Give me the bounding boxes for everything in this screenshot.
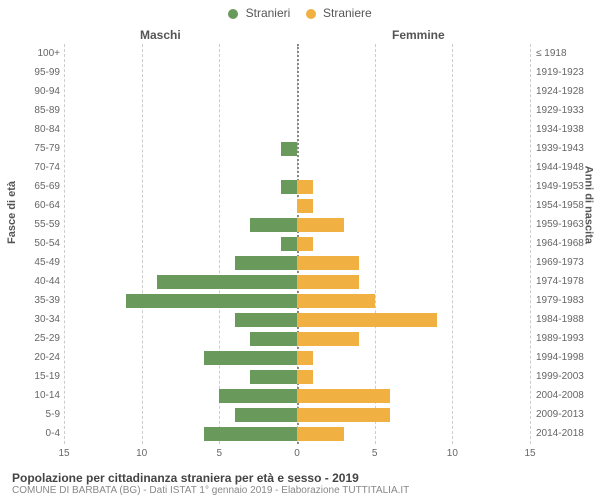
- bar-female: [297, 370, 313, 384]
- legend-label-male: Stranieri: [246, 6, 291, 20]
- grid-line: [375, 44, 376, 444]
- y-label-age: 75-79: [18, 142, 60, 156]
- y-label-age: 60-64: [18, 199, 60, 213]
- y-label-age: 30-34: [18, 313, 60, 327]
- y-label-year: 1964-1968: [536, 237, 596, 251]
- bar-male: [250, 218, 297, 232]
- bar-male: [250, 370, 297, 384]
- y-label-age: 95-99: [18, 66, 60, 80]
- bar-male: [281, 237, 297, 251]
- bar-male: [281, 180, 297, 194]
- bar-male: [204, 351, 297, 365]
- legend-swatch-female: [306, 9, 316, 19]
- grid-line: [452, 44, 453, 444]
- y-label-year: ≤ 1918: [536, 47, 596, 61]
- y-label-year: 1994-1998: [536, 351, 596, 365]
- y-label-age: 20-24: [18, 351, 60, 365]
- grid-line: [64, 44, 65, 444]
- grid-line: [530, 44, 531, 444]
- bar-female: [297, 199, 313, 213]
- y-label-age: 25-29: [18, 332, 60, 346]
- chart-footer: Popolazione per cittadinanza straniera p…: [12, 471, 588, 496]
- bar-male: [281, 142, 297, 156]
- footer-subtitle: COMUNE DI BARBATA (BG) - Dati ISTAT 1° g…: [12, 485, 588, 496]
- x-tick-label: 10: [127, 448, 157, 459]
- bar-male: [219, 389, 297, 403]
- y-label-year: 1954-1958: [536, 199, 596, 213]
- column-title-male: Maschi: [140, 28, 181, 42]
- bar-male: [250, 332, 297, 346]
- bar-male: [235, 256, 297, 270]
- plot-area: [64, 44, 530, 444]
- column-title-female: Femmine: [392, 28, 445, 42]
- y-label-year: 1979-1983: [536, 294, 596, 308]
- y-label-age: 70-74: [18, 161, 60, 175]
- y-label-year: 1984-1988: [536, 313, 596, 327]
- y-label-year: 2004-2008: [536, 389, 596, 403]
- y-label-year: 1919-1923: [536, 66, 596, 80]
- x-tick-label: 5: [360, 448, 390, 459]
- y-label-year: 1949-1953: [536, 180, 596, 194]
- y-label-age: 5-9: [18, 408, 60, 422]
- bar-female: [297, 218, 344, 232]
- population-pyramid-chart: Stranieri Straniere Maschi Femmine Fasce…: [0, 0, 600, 500]
- y-label-year: 1944-1948: [536, 161, 596, 175]
- bar-female: [297, 237, 313, 251]
- y-axis-title-left: Fasce di età: [6, 181, 18, 244]
- legend-item-male: Stranieri: [228, 6, 290, 20]
- bar-female: [297, 180, 313, 194]
- bar-female: [297, 256, 359, 270]
- footer-title: Popolazione per cittadinanza straniera p…: [12, 471, 588, 485]
- bar-female: [297, 408, 390, 422]
- bar-male: [126, 294, 297, 308]
- y-label-year: 1974-1978: [536, 275, 596, 289]
- legend-item-female: Straniere: [306, 6, 372, 20]
- y-label-age: 100+: [18, 47, 60, 61]
- y-label-age: 55-59: [18, 218, 60, 232]
- x-tick-label: 10: [437, 448, 467, 459]
- y-label-age: 10-14: [18, 389, 60, 403]
- y-label-year: 1929-1933: [536, 104, 596, 118]
- grid-line: [142, 44, 143, 444]
- x-tick-label: 15: [49, 448, 79, 459]
- legend-label-female: Straniere: [323, 6, 372, 20]
- bar-female: [297, 351, 313, 365]
- bar-male: [235, 408, 297, 422]
- legend-swatch-male: [228, 9, 238, 19]
- y-label-age: 15-19: [18, 370, 60, 384]
- bar-female: [297, 275, 359, 289]
- bar-female: [297, 332, 359, 346]
- bar-male: [235, 313, 297, 327]
- y-label-year: 1989-1993: [536, 332, 596, 346]
- y-label-age: 40-44: [18, 275, 60, 289]
- x-tick-label: 15: [515, 448, 545, 459]
- y-label-age: 90-94: [18, 85, 60, 99]
- y-label-age: 35-39: [18, 294, 60, 308]
- y-label-year: 2014-2018: [536, 427, 596, 441]
- y-label-year: 1934-1938: [536, 123, 596, 137]
- bar-female: [297, 427, 344, 441]
- y-label-age: 80-84: [18, 123, 60, 137]
- y-label-year: 2009-2013: [536, 408, 596, 422]
- y-label-age: 45-49: [18, 256, 60, 270]
- chart-legend: Stranieri Straniere: [0, 6, 600, 20]
- y-label-age: 85-89: [18, 104, 60, 118]
- x-tick-label: 5: [204, 448, 234, 459]
- bar-female: [297, 313, 437, 327]
- x-tick-label: 0: [282, 448, 312, 459]
- y-label-age: 0-4: [18, 427, 60, 441]
- y-label-year: 1924-1928: [536, 85, 596, 99]
- y-label-age: 50-54: [18, 237, 60, 251]
- bar-female: [297, 294, 375, 308]
- bar-female: [297, 389, 390, 403]
- y-label-year: 1999-2003: [536, 370, 596, 384]
- bar-male: [157, 275, 297, 289]
- bar-male: [204, 427, 297, 441]
- y-label-age: 65-69: [18, 180, 60, 194]
- y-label-year: 1939-1943: [536, 142, 596, 156]
- y-label-year: 1959-1963: [536, 218, 596, 232]
- grid-line: [219, 44, 220, 444]
- y-label-year: 1969-1973: [536, 256, 596, 270]
